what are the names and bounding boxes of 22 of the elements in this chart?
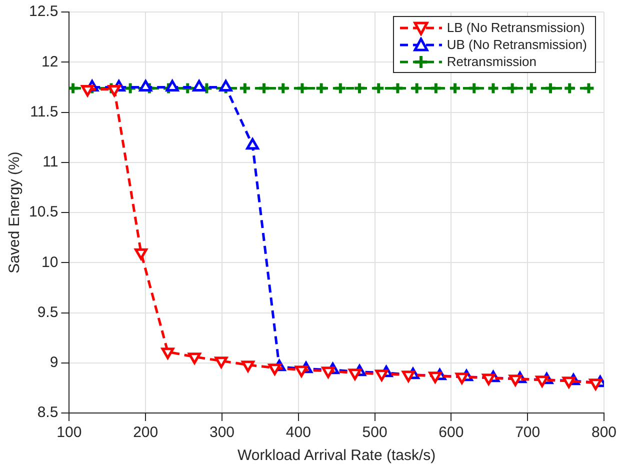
y-tick-label: 11 xyxy=(42,154,58,171)
legend-label: UB (No Retransmission) xyxy=(446,37,587,52)
x-axis-title: Workload Arrival Rate (task/s) xyxy=(238,447,436,464)
x-tick-label: 800 xyxy=(591,424,617,442)
legend-label: LB (No Retransmission) xyxy=(446,20,585,35)
y-tick-label: 10.5 xyxy=(28,204,58,221)
x-tick-label: 100 xyxy=(56,424,82,442)
x-tick-label: 400 xyxy=(286,424,311,442)
y-tick-label: 12 xyxy=(42,53,58,70)
x-tick-label: 200 xyxy=(133,424,158,442)
x-tick-label: 500 xyxy=(362,424,388,442)
x-tick-label: 600 xyxy=(438,424,464,442)
y-tick-label: 12.5 xyxy=(28,3,58,20)
y-tick-label: 9.5 xyxy=(37,304,58,321)
legend-label: Retransmission xyxy=(446,54,536,69)
y-axis-title: Saved Energy (%) xyxy=(6,152,24,274)
y-tick-label: 8.5 xyxy=(37,404,58,422)
x-tick-label: 300 xyxy=(209,424,235,442)
y-tick-label: 9 xyxy=(50,354,58,372)
y-tick-label: 11.5 xyxy=(30,103,58,120)
x-tick-label: 700 xyxy=(515,424,540,442)
y-tick-label: 10 xyxy=(42,254,58,271)
